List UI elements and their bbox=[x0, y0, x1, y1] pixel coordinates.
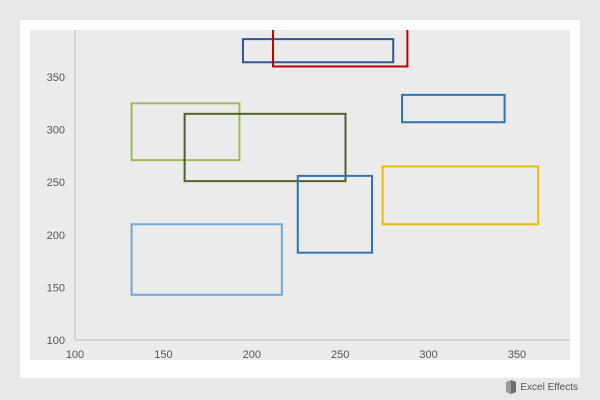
y-tick-label: 200 bbox=[47, 230, 65, 242]
x-tick-label: 300 bbox=[419, 349, 437, 361]
data-rect-5 bbox=[183, 112, 347, 183]
y-tick-label: 150 bbox=[47, 282, 65, 294]
y-tick-label: 100 bbox=[47, 335, 65, 347]
x-tick-label: 250 bbox=[331, 349, 349, 361]
y-tick-labels: 100 150 200 250 300 350 bbox=[47, 72, 65, 347]
data-rect-1 bbox=[241, 38, 395, 64]
rect-series-layer bbox=[130, 30, 540, 296]
data-rect-3 bbox=[401, 93, 506, 124]
brand-text: Excel Effects bbox=[520, 381, 578, 393]
x-tick-label: 350 bbox=[508, 349, 526, 361]
plot-area bbox=[30, 30, 570, 360]
x-tick-labels: 100 150 200 250 300 350 bbox=[66, 349, 526, 361]
excel-effects-logo-icon bbox=[506, 380, 517, 394]
chart: 100 150 200 250 300 350 100 150 200 250 300 350 bbox=[30, 30, 570, 361]
data-rect-8 bbox=[130, 223, 283, 296]
x-tick-label: 150 bbox=[154, 349, 172, 361]
y-tick-label: 350 bbox=[47, 72, 65, 84]
data-rect-6 bbox=[296, 174, 374, 254]
brand-watermark: Excel Effects bbox=[506, 380, 578, 394]
data-rect-2 bbox=[272, 30, 409, 68]
x-tick-label: 100 bbox=[66, 349, 84, 361]
x-tick-label: 200 bbox=[243, 349, 261, 361]
y-tick-label: 300 bbox=[47, 125, 65, 137]
y-tick-label: 250 bbox=[47, 177, 65, 189]
data-rect-7 bbox=[381, 165, 540, 226]
chart-card: 100 150 200 250 300 350 100 150 200 250 300 350 bbox=[20, 20, 580, 378]
